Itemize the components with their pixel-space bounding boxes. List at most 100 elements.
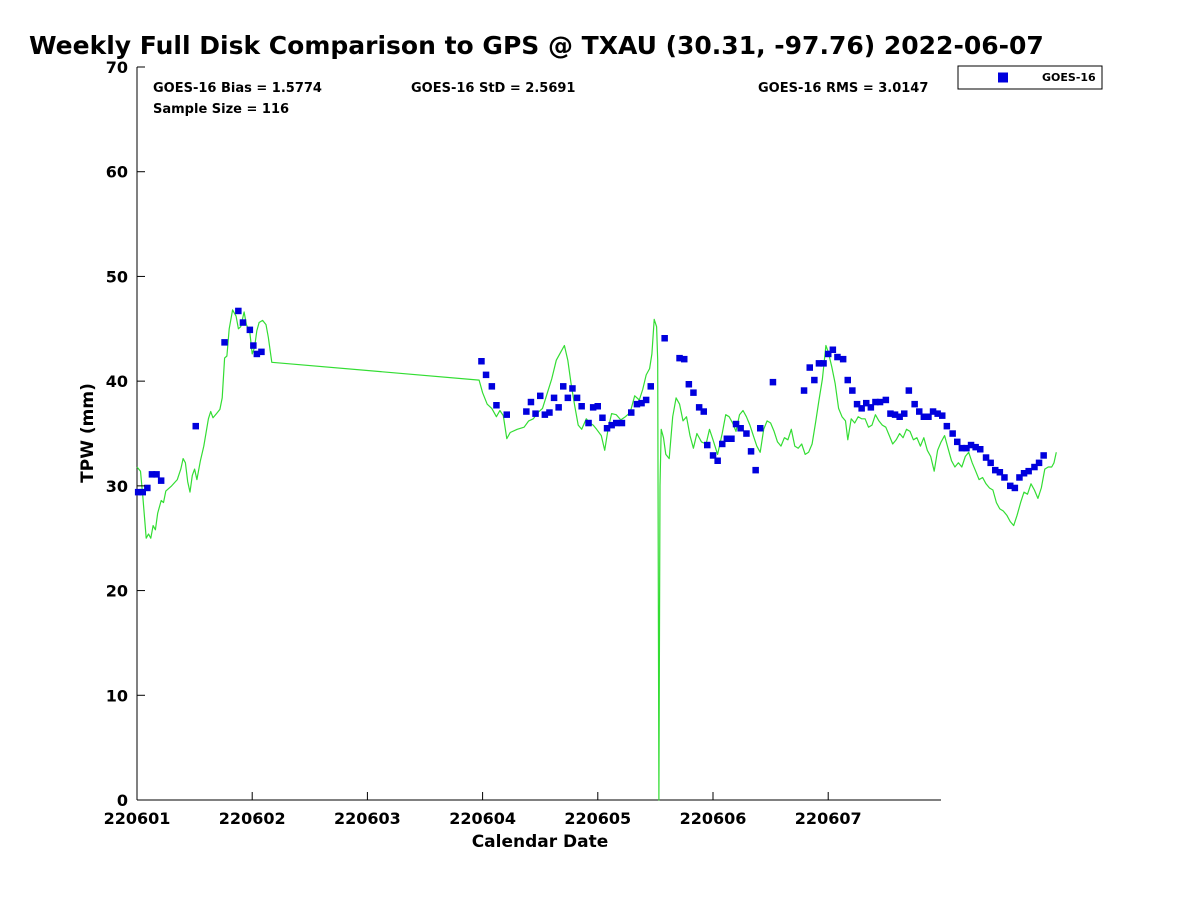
goes16-point [815,360,823,367]
goes16-point [541,411,549,418]
goes16-point [949,430,956,437]
goes16-point [139,488,146,496]
goes16-point [589,404,597,411]
x-tick-label: 220605 [564,809,631,828]
goes16-point [911,400,918,408]
goes16-point [982,454,990,461]
goes16-point [719,440,726,448]
x-tick-label: 220601 [104,809,171,828]
goes16-point [934,410,941,417]
goes16-point [972,443,979,451]
gps-series-line [136,309,1057,801]
goes16-point [550,394,558,402]
goes16-point [594,403,601,410]
goes16-point [829,346,837,353]
x-tick-label: 220607 [795,809,862,828]
goes16-point [642,396,650,404]
goes16-point [235,307,242,315]
goes16-point [700,408,707,415]
goes16-point [144,484,151,492]
goes16-point [963,444,970,452]
goes16-point [1031,463,1038,471]
goes16-point [603,425,611,432]
goes16-point [250,342,257,349]
x-axis-ticks: 220601 220602 220603 220604 220605 220606 2206… [104,792,862,828]
goes16-point [757,425,764,432]
goes16-point [555,404,562,411]
goes16-point [239,319,247,326]
goes16-point [192,422,199,430]
goes16-point [258,348,265,356]
std-stat: GOES-16 StD = 2.5691 [411,81,575,96]
y-axis-ticks: 0 10 20 30 40 50 60 70 [106,58,145,810]
goes16-point [839,355,847,363]
goes16-point [747,448,755,455]
goes16-point [532,410,539,417]
goes16-point [925,413,932,420]
y-tick-label: 40 [106,372,128,391]
goes16-point [221,339,228,346]
goes16-point [723,435,731,442]
goes16-point [737,425,744,432]
plot-area [134,67,1057,801]
goes16-point [503,411,510,418]
goes16-point [967,441,975,449]
goes16-point [564,394,572,402]
goes16-point [844,376,851,384]
goes16-point [537,392,544,400]
goes16-point [1035,459,1043,467]
goes16-point [872,398,879,406]
goes16-point [929,408,937,415]
goes16-point [896,413,903,420]
goes16-point [633,400,641,408]
goes16-point [618,419,626,427]
y-axis-label: TPW (mm) [78,383,98,483]
goes16-point [478,358,485,365]
goes16-point [709,452,717,459]
legend-box [957,65,1103,90]
goes16-point [608,421,615,429]
goes16-point [977,446,984,453]
goes16-point [732,420,740,428]
y-tick-label: 70 [106,58,128,77]
x-axis-label: Calendar Date [472,832,609,852]
goes16-point [996,469,1004,476]
goes16-point [585,419,592,427]
goes16-point [1011,484,1019,492]
goes16-point [901,410,908,417]
goes16-point [863,399,870,407]
y-tick-label: 20 [106,582,128,601]
legend-label-goes16: GOES-16 [1042,71,1096,84]
goes16-points-layer [134,307,1047,496]
goes16-point [1001,474,1008,481]
goes16-point [704,441,711,449]
goes16-point [939,412,946,419]
goes16-point [987,459,994,467]
goes16-point [834,353,841,361]
goes16-point [685,381,693,388]
goes16-point [569,385,576,392]
goes16-point [253,350,261,358]
goes16-point [488,383,496,390]
goes16-point [943,422,951,430]
goes16-point [820,360,827,367]
goes16-point [958,444,966,452]
goes16-point [853,400,861,408]
y-tick-label: 60 [106,163,128,182]
goes16-point [638,399,645,407]
goes16-point [825,350,832,358]
goes16-point [882,396,890,404]
goes16-point [546,409,553,416]
goes16-point [1040,452,1047,459]
goes16-point [811,376,818,384]
goes16-point [134,488,142,496]
goes16-point [681,355,688,363]
rms-stat: GOES-16 RMS = 3.0147 [758,81,928,96]
goes16-point [628,409,635,416]
goes16-point [849,387,856,394]
goes16-point [527,398,535,406]
goes16-point [1025,467,1032,475]
goes16-point [806,364,813,371]
goes16-point [647,383,654,390]
